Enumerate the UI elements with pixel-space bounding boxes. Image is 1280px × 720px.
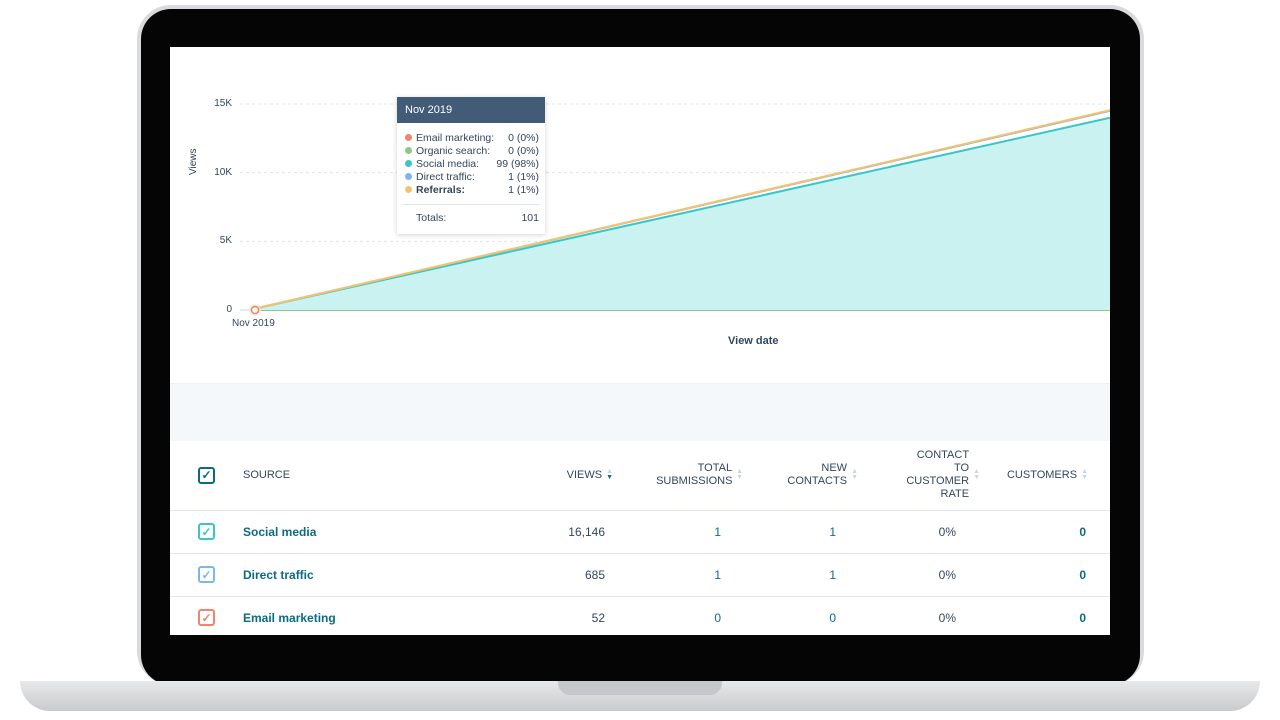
legend-dot <box>405 173 412 180</box>
series-line-social-media <box>254 116 1110 310</box>
submissions-cell[interactable]: 1 <box>613 553 743 597</box>
source-link[interactable]: Social media <box>243 510 443 554</box>
tooltip-row: Direct traffic: 1 (1%) <box>397 170 545 183</box>
source-link[interactable]: Direct traffic <box>243 553 443 597</box>
legend-dot <box>405 147 412 154</box>
tooltip-label: Referrals: <box>416 183 466 196</box>
tooltip-title: Nov 2019 <box>397 97 545 123</box>
header-customers[interactable]: CUSTOMERS ▲ ▼ <box>980 441 1110 511</box>
tooltip-value: 0 (0%) <box>508 131 539 144</box>
header-views[interactable]: VIEWS ▲ ▼ <box>443 441 613 511</box>
tooltip-value: 1 (1%) <box>508 183 539 196</box>
select-all-checkbox[interactable]: ✓ <box>198 466 215 484</box>
tooltip-row: Organic search: 0 (0%) <box>397 144 545 157</box>
table-header-row: ✓ SOURCE VIEWS ▲ ▼ TOTAL SUBMISSIONS▲ ▼ NEW… <box>170 441 1110 511</box>
views-cell: 685 <box>443 553 613 597</box>
row-checkbox[interactable]: ✓ <box>198 566 215 583</box>
row-checkbox[interactable]: ✓ <box>198 609 215 626</box>
views-chart: 15K 10K 5K 0 Views Nov 2019 View date No… <box>170 47 1110 383</box>
sort-icon[interactable]: ▲ ▼ <box>736 468 743 482</box>
contacts-cell[interactable]: 0 <box>743 596 858 635</box>
sort-desc-icon[interactable]: ▲ ▼ <box>606 467 613 481</box>
tooltip-totals-value: 101 <box>521 211 539 224</box>
y-tick: 0 <box>226 304 232 315</box>
customers-cell[interactable]: 0 <box>980 596 1110 635</box>
data-point <box>250 305 260 315</box>
customers-cell[interactable]: 0 <box>980 553 1110 597</box>
tooltip-row: Social media: 99 (98%) <box>397 157 545 170</box>
rate-cell: 0% <box>858 596 980 635</box>
x-tick: Nov 2019 <box>232 318 275 329</box>
tooltip-label: Organic search: <box>416 144 491 157</box>
row-checkbox[interactable]: ✓ <box>198 523 215 540</box>
legend-dot <box>405 160 412 167</box>
tooltip-value: 0 (0%) <box>508 144 539 157</box>
legend-dot <box>405 186 412 193</box>
series-line-referrals <box>254 109 1110 310</box>
submissions-cell[interactable]: 0 <box>613 596 743 635</box>
tooltip-label: Social media: <box>416 157 480 170</box>
sort-icon[interactable]: ▲ ▼ <box>1081 467 1088 481</box>
source-link[interactable]: Email marketing <box>243 596 443 635</box>
chart-tooltip: Nov 2019 Email marketing: 0 (0%) Organic s… <box>397 97 545 234</box>
tooltip-row: Email marketing: 0 (0%) <box>397 131 545 144</box>
contacts-cell[interactable]: 1 <box>743 510 858 554</box>
table-row[interactable]: ✓ Social media 16,146 1 1 0% 0 <box>170 510 1110 554</box>
customers-cell[interactable]: 0 <box>980 510 1110 554</box>
spacer-band <box>170 383 1110 441</box>
x-axis-label: View date <box>728 335 779 347</box>
submissions-cell[interactable]: 1 <box>613 510 743 554</box>
y-tick: 10K <box>214 167 232 178</box>
contacts-cell[interactable]: 1 <box>743 553 858 597</box>
sort-icon[interactable]: ▲ ▼ <box>973 468 980 482</box>
tooltip-row: Referrals: 1 (1%) <box>397 183 545 196</box>
laptop-notch <box>558 681 722 695</box>
header-submissions[interactable]: TOTAL SUBMISSIONS▲ ▼ <box>613 441 743 511</box>
tooltip-value: 1 (1%) <box>508 170 539 183</box>
y-axis-label: Views <box>188 148 199 176</box>
tooltip-label: Email marketing: <box>416 131 495 144</box>
rate-cell: 0% <box>858 553 980 597</box>
header-rate[interactable]: CONTACT TO CUSTOMER RATE▲ ▼ <box>858 441 980 511</box>
rate-cell: 0% <box>858 510 980 554</box>
y-tick: 15K <box>214 98 232 109</box>
tooltip-value: 99 (98%) <box>496 157 539 170</box>
chart-svg <box>240 103 1110 316</box>
sort-icon[interactable]: ▲ ▼ <box>851 468 858 482</box>
views-cell: 52 <box>443 596 613 635</box>
header-source[interactable]: SOURCE <box>243 441 443 511</box>
sources-table: ✓ SOURCE VIEWS ▲ ▼ TOTAL SUBMISSIONS▲ ▼ NEW… <box>170 441 1110 635</box>
header-contacts[interactable]: NEW CONTACTS▲ ▼ <box>743 441 858 511</box>
y-tick: 5K <box>219 235 232 246</box>
screen: 15K 10K 5K 0 Views Nov 2019 View date No… <box>170 47 1110 635</box>
legend-dot <box>405 134 412 141</box>
views-cell: 16,146 <box>443 510 613 554</box>
table-row[interactable]: ✓ Email marketing 52 0 0 0% 0 <box>170 596 1110 635</box>
tooltip-label: Direct traffic: <box>416 170 475 183</box>
tooltip-totals-label: Totals: <box>416 211 447 224</box>
table-row[interactable]: ✓ Direct traffic 685 1 1 0% 0 <box>170 553 1110 597</box>
